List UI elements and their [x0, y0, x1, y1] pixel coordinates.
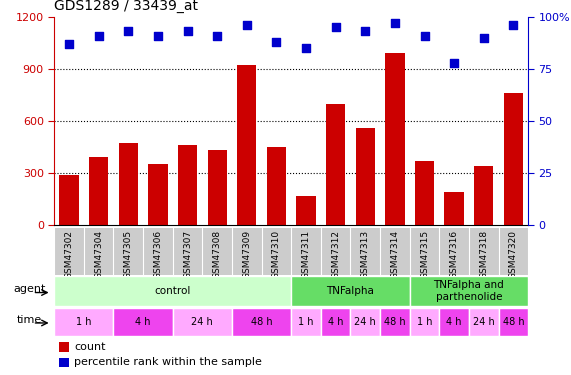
Text: 1 h: 1 h	[298, 316, 314, 327]
Bar	[119, 144, 138, 225]
Text: TNFalpha: TNFalpha	[327, 286, 375, 296]
Bar	[444, 192, 464, 225]
Bar	[291, 276, 410, 306]
Bar	[148, 164, 167, 225]
Bar	[267, 147, 286, 225]
Text: 48 h: 48 h	[384, 316, 405, 327]
Text: GSM47318: GSM47318	[479, 230, 488, 279]
Text: 24 h: 24 h	[191, 316, 213, 327]
Text: count: count	[74, 342, 106, 352]
Bar	[415, 161, 434, 225]
Text: 4 h: 4 h	[328, 316, 343, 327]
Text: 1 h: 1 h	[417, 316, 432, 327]
Point	[65, 41, 74, 47]
Point	[449, 60, 459, 66]
Text: GDS1289 / 33439_at: GDS1289 / 33439_at	[54, 0, 198, 13]
Bar	[326, 104, 345, 225]
Point	[124, 28, 133, 34]
Bar	[54, 276, 291, 306]
Bar	[351, 308, 380, 336]
Point	[509, 22, 518, 28]
Point	[212, 33, 222, 39]
Text: time: time	[17, 315, 42, 325]
Bar	[469, 308, 498, 336]
Bar	[89, 158, 108, 225]
Point	[361, 28, 370, 34]
Bar	[178, 145, 197, 225]
Text: 1 h: 1 h	[76, 316, 91, 327]
Bar	[59, 342, 70, 352]
Text: GSM47311: GSM47311	[301, 230, 311, 279]
Text: 24 h: 24 h	[473, 316, 494, 327]
Bar	[237, 65, 256, 225]
Bar	[321, 308, 351, 336]
Point	[242, 22, 251, 28]
Point	[301, 45, 311, 51]
Text: TNFalpha and
parthenolide: TNFalpha and parthenolide	[433, 280, 504, 302]
Bar	[380, 308, 410, 336]
Bar	[296, 195, 316, 225]
Text: GSM47304: GSM47304	[94, 230, 103, 279]
Text: 24 h: 24 h	[355, 316, 376, 327]
Text: GSM47307: GSM47307	[183, 230, 192, 279]
Bar	[232, 308, 291, 336]
Text: 4 h: 4 h	[135, 316, 151, 327]
Text: control: control	[155, 286, 191, 296]
Text: agent: agent	[14, 285, 46, 294]
Bar	[114, 308, 173, 336]
Bar	[474, 166, 493, 225]
Bar	[498, 308, 528, 336]
Text: GSM47302: GSM47302	[65, 230, 74, 279]
Point	[479, 35, 488, 41]
Text: 48 h: 48 h	[251, 316, 272, 327]
Point	[154, 33, 163, 39]
Text: GSM47313: GSM47313	[361, 230, 370, 279]
Bar	[385, 53, 404, 225]
Text: GSM47308: GSM47308	[212, 230, 222, 279]
Text: GSM47310: GSM47310	[272, 230, 281, 279]
Point	[94, 33, 103, 39]
Bar	[356, 128, 375, 225]
Bar	[59, 175, 79, 225]
Text: percentile rank within the sample: percentile rank within the sample	[74, 357, 262, 368]
Bar	[410, 276, 528, 306]
Point	[272, 39, 281, 45]
Bar	[291, 308, 321, 336]
Bar	[410, 308, 439, 336]
Bar	[504, 93, 523, 225]
Text: 48 h: 48 h	[502, 316, 524, 327]
Bar	[207, 150, 227, 225]
Text: 4 h: 4 h	[447, 316, 462, 327]
Text: GSM47305: GSM47305	[124, 230, 133, 279]
Text: GSM47312: GSM47312	[331, 230, 340, 279]
Text: GSM47315: GSM47315	[420, 230, 429, 279]
Bar	[59, 358, 70, 367]
Text: GSM47306: GSM47306	[154, 230, 162, 279]
Bar	[54, 308, 114, 336]
Bar	[173, 308, 232, 336]
Point	[420, 33, 429, 39]
Text: GSM47316: GSM47316	[449, 230, 459, 279]
Point	[391, 20, 400, 26]
Point	[331, 24, 340, 30]
Point	[183, 28, 192, 34]
Text: GSM47320: GSM47320	[509, 230, 518, 279]
Text: GSM47309: GSM47309	[242, 230, 251, 279]
Text: GSM47314: GSM47314	[391, 230, 399, 279]
Bar	[439, 308, 469, 336]
